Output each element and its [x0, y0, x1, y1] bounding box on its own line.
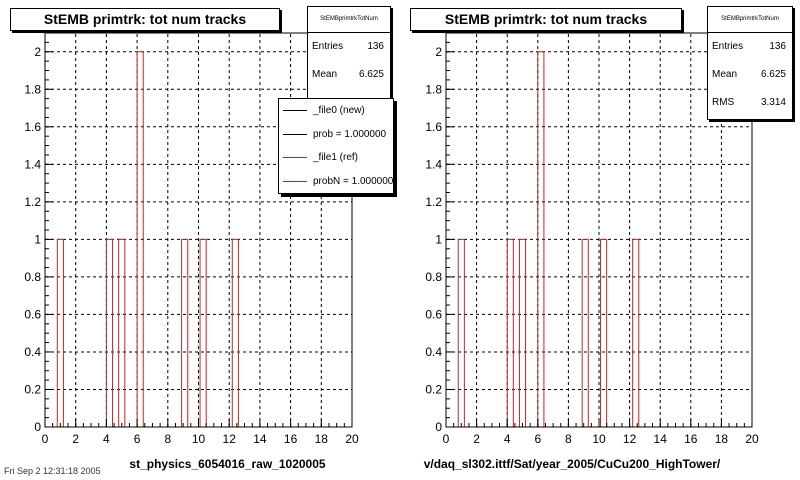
left-ytick-label: 0.8 — [24, 270, 41, 284]
left-ytick-label: 0 — [34, 420, 41, 434]
left-mean-label: Mean — [312, 69, 338, 80]
right-ytick-label: 0.4 — [425, 345, 442, 359]
right-ytick-label: 0.6 — [425, 307, 442, 321]
right-entries-value: 136 — [769, 41, 786, 52]
left-stats-box: StEMBprimtrkTotNum Entries 136 Mean 6.62… — [307, 6, 391, 100]
right-xtick-label: 16 — [684, 432, 698, 446]
left-mean-value: 6.625 — [358, 69, 384, 80]
right-chart-title: StEMB primtrk: tot num tracks — [410, 8, 682, 31]
left-entries-value: 136 — [367, 41, 384, 52]
left-ytick-label: 0.2 — [24, 382, 41, 396]
left-xtick-label: 20 — [345, 432, 359, 446]
right-xtick-label: 2 — [473, 432, 480, 446]
right-xtick-label: 14 — [654, 432, 668, 446]
right-ytick-label: 1.8 — [425, 82, 442, 96]
right-stats-rms: RMS 3.314 — [708, 89, 792, 117]
right-entries-label: Entries — [712, 41, 744, 52]
right-bar — [582, 239, 588, 427]
legend-entry-new: _file0 (new) — [279, 99, 393, 123]
left-bar — [182, 239, 188, 427]
right-ytick-label: 1.6 — [425, 120, 442, 134]
legend-swatch-new — [283, 110, 307, 111]
left-stats-name: StEMBprimtrkTotNum — [308, 7, 390, 33]
left-xtick-label: 12 — [223, 432, 237, 446]
right-xtick-label: 6 — [534, 432, 541, 446]
right-bar — [601, 239, 607, 427]
right-xtick-label: 8 — [565, 432, 572, 446]
left-ytick-label: 0.4 — [24, 345, 41, 359]
legend-label-prob: prob = 1.000000 — [313, 128, 387, 140]
left-ytick-label: 2 — [34, 45, 41, 59]
right-ytick-label: 1 — [435, 232, 442, 246]
right-bar — [519, 239, 525, 427]
left-xtick-label: 14 — [253, 432, 267, 446]
legend-label-probn: probN = 1.000000 — [313, 175, 394, 187]
left-entries-label: Entries — [312, 41, 344, 52]
right-ytick-label: 2 — [435, 45, 442, 59]
left-ytick-label: 1.2 — [24, 195, 41, 209]
left-bar — [57, 239, 63, 427]
left-bar — [119, 239, 125, 427]
right-bar — [458, 239, 464, 427]
right-chart-title-text: StEMB primtrk: tot num tracks — [444, 11, 648, 27]
left-bar — [200, 239, 206, 427]
left-xtick-label: 18 — [315, 432, 329, 446]
right-xtick-label: 10 — [592, 432, 606, 446]
right-xlabel: v/daq_sl302.ittf/Sat/year_2005/CuCu200_H… — [423, 457, 721, 471]
left-ytick-label: 1.4 — [24, 157, 41, 171]
right-xtick-label: 0 — [443, 432, 450, 446]
right-xtick-label: 4 — [504, 432, 511, 446]
legend-swatch-prob — [283, 133, 307, 135]
right-ytick-label: 1.4 — [425, 157, 442, 171]
right-ytick-label: 0 — [435, 420, 442, 434]
right-ytick-label: 0.8 — [425, 270, 442, 284]
left-xlabel: st_physics_6054016_raw_1020005 — [129, 457, 326, 471]
right-stats-box: StEMBprimtrkTotNum Entries 136 Mean 6.62… — [707, 6, 793, 120]
left-xtick-label: 8 — [164, 432, 171, 446]
right-bar — [507, 239, 513, 427]
right-stats-mean: Mean 6.625 — [708, 61, 792, 89]
timestamp-footer: Fri Sep 2 12:31:18 2005 — [4, 466, 101, 476]
left-xtick-label: 16 — [284, 432, 298, 446]
left-bar — [106, 239, 112, 427]
legend-entry-ref: _file1 (ref) — [279, 146, 393, 170]
right-bar — [633, 239, 639, 427]
left-chart-title: StEMB primtrk: tot num tracks — [10, 8, 280, 31]
right-mean-value: 6.625 — [760, 69, 786, 80]
right-ytick-label: 1.2 — [425, 195, 442, 209]
legend-label-new: _file0 (new) — [313, 105, 365, 116]
left-ytick-label: 1.8 — [24, 82, 41, 96]
legend-swatch-ref — [283, 157, 307, 158]
legend-entry-prob: prob = 1.000000 — [279, 123, 393, 147]
left-xtick-label: 4 — [103, 432, 110, 446]
left-legend: _file0 (new) prob = 1.000000 _file1 (ref… — [278, 98, 394, 194]
right-xtick-label: 20 — [745, 432, 759, 446]
left-frame — [44, 32, 353, 428]
left-xtick-label: 10 — [192, 432, 206, 446]
left-xtick-label: 2 — [72, 432, 79, 446]
legend-swatch-probn — [283, 180, 307, 182]
right-ytick-label: 0.2 — [425, 382, 442, 396]
left-stats-mean: Mean 6.625 — [308, 61, 390, 89]
left-ytick-label: 1 — [34, 232, 41, 246]
left-xtick-label: 6 — [134, 432, 141, 446]
right-mean-label: Mean — [712, 69, 738, 80]
left-xtick-label: 0 — [42, 432, 49, 446]
legend-entry-probn: probN = 1.000000 — [279, 170, 393, 194]
right-stats-name: StEMBprimtrkTotNum — [708, 7, 792, 33]
right-rms-value: 3.314 — [760, 97, 786, 108]
right-xtick-label: 18 — [715, 432, 729, 446]
right-rms-label: RMS — [712, 97, 735, 108]
right-xtick-label: 12 — [623, 432, 637, 446]
legend-label-ref: _file1 (ref) — [313, 152, 359, 163]
right-stats-entries: Entries 136 — [708, 33, 792, 61]
left-stats-entries: Entries 136 — [308, 33, 390, 61]
left-bar — [232, 239, 238, 427]
left-ytick-label: 0.6 — [24, 307, 41, 321]
left-chart-title-text: StEMB primtrk: tot num tracks — [43, 11, 247, 27]
left-ytick-label: 1.6 — [24, 120, 41, 134]
